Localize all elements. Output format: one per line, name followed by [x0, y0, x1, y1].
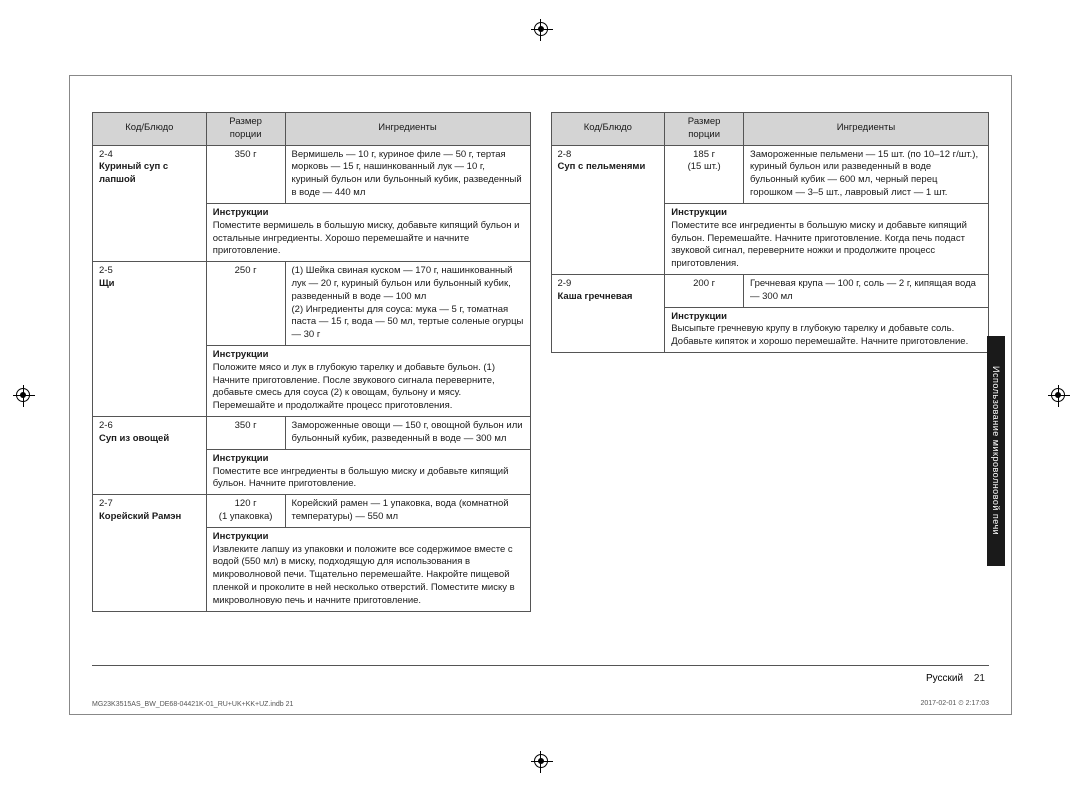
ingredients-cell: Гречневая крупа — 100 г, соль — 2 г, кип… [744, 274, 989, 307]
footer-language: Русский [926, 673, 963, 684]
registration-mark-right [1051, 388, 1065, 402]
portion-size-cell: 200 г [665, 274, 744, 307]
registration-mark-left [16, 388, 30, 402]
dish-code-cell: 2-9Каша гречневая [551, 274, 665, 352]
dish-code-cell: 2-7Корейский Рамэн [93, 495, 207, 612]
ingredients-cell: (1) Шейка свиная куском — 170 г, нашинко… [285, 262, 530, 346]
ingredients-cell: Корейский рамен — 1 упаковка, вода (комн… [285, 495, 530, 528]
instructions-cell: ИнструкцииИзвлеките лапшу из упаковки и … [206, 527, 530, 611]
dish-code-cell: 2-4Куриный суп с лапшой [93, 145, 207, 262]
th-ing: Ингредиенты [285, 113, 530, 146]
instructions-cell: ИнструкцииПоместите все ингредиенты в бо… [665, 203, 989, 274]
instructions-cell: ИнструкцииПоместите все ингредиенты в бо… [206, 449, 530, 494]
registration-mark-top [534, 22, 548, 36]
instructions-cell: ИнструкцииВысыпьте гречневую крупу в глу… [665, 307, 989, 352]
imprint-timestamp: 2017-02-01 ⏲ 2:17:03 [920, 700, 989, 708]
recipe-table-right: Код/Блюдо Размер порции Ингредиенты 2-8С… [551, 112, 990, 353]
ingredients-cell: Вермишель — 10 г, куриное филе — 50 г, т… [285, 145, 530, 203]
ingredients-cell: Замороженные овощи — 150 г, овощной буль… [285, 417, 530, 450]
ingredients-cell: Замороженные пельмени — 15 шт. (по 10–12… [744, 145, 989, 203]
dish-code-cell: 2-6Суп из овощей [93, 417, 207, 495]
portion-size-cell: 350 г [206, 145, 285, 203]
th-size: Размер порции [206, 113, 285, 146]
dish-code-cell: 2-5Щи [93, 262, 207, 417]
section-tab: Использование микроволновой печи [987, 336, 1005, 566]
portion-size-cell: 250 г [206, 262, 285, 346]
th-ing: Ингредиенты [744, 113, 989, 146]
instructions-cell: ИнструкцииПоместите вермишель в большую … [206, 203, 530, 261]
footer-rule [92, 665, 989, 666]
portion-size-cell: 350 г [206, 417, 285, 450]
imprint-filename: MG23K3515AS_BW_DE68-04421K-01_RU+UK+KK+U… [92, 701, 293, 708]
left-column: Код/Блюдо Размер порции Ингредиенты 2-4К… [92, 112, 531, 612]
portion-size-cell: 120 г(1 упаковка) [206, 495, 285, 528]
registration-mark-bottom [534, 754, 548, 768]
footer-page-number: 21 [974, 673, 985, 684]
manual-page: Код/Блюдо Размер порции Ингредиенты 2-4К… [69, 75, 1012, 715]
dish-code-cell: 2-8Суп с пельменями [551, 145, 665, 274]
th-code: Код/Блюдо [551, 113, 665, 146]
th-code: Код/Блюдо [93, 113, 207, 146]
page-footer: Русский 21 [926, 673, 985, 684]
instructions-cell: ИнструкцииПоложите мясо и лук в глубокую… [206, 346, 530, 417]
right-column: Код/Блюдо Размер порции Ингредиенты 2-8С… [551, 112, 990, 612]
th-size: Размер порции [665, 113, 744, 146]
portion-size-cell: 185 г(15 шт.) [665, 145, 744, 203]
recipe-table-left: Код/Блюдо Размер порции Ингредиенты 2-4К… [92, 112, 531, 612]
